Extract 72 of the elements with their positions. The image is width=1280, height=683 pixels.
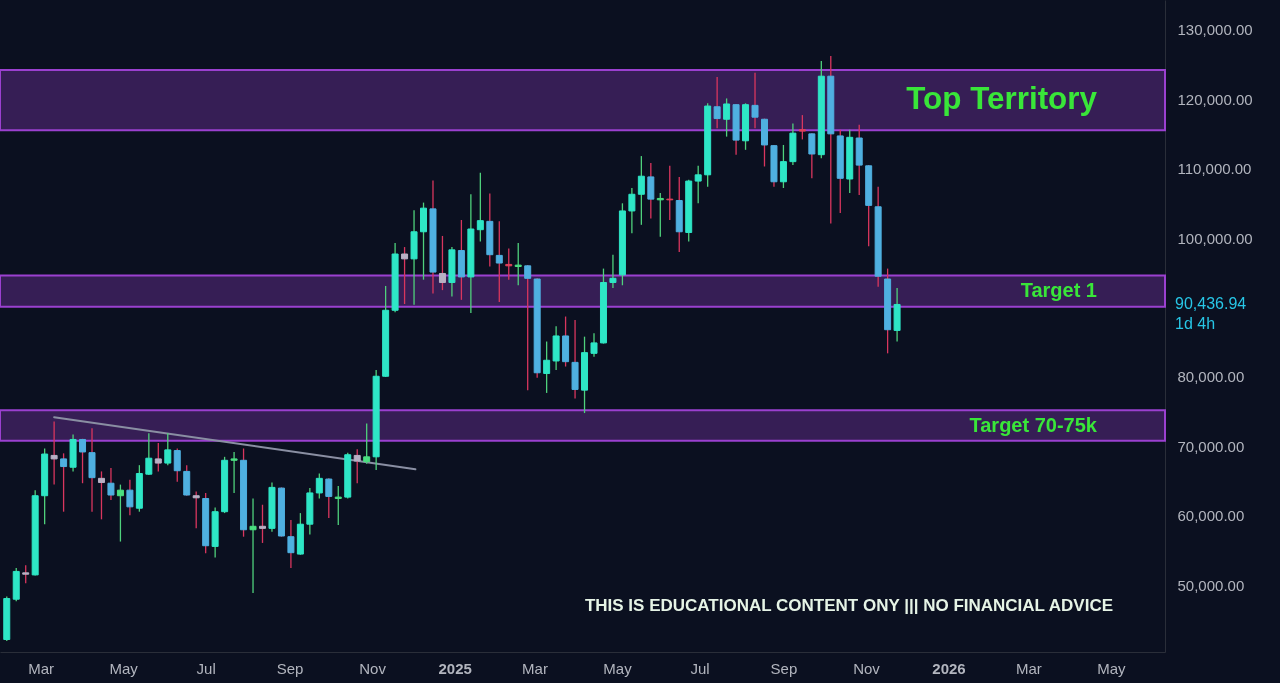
candlestick (723, 97, 731, 138)
candlestick (60, 452, 68, 513)
candlestick (713, 76, 721, 129)
candlestick (514, 242, 522, 286)
y-tick-label: 60,000.00 (1177, 507, 1245, 525)
candlestick (590, 332, 598, 358)
candlestick (164, 432, 172, 466)
candlestick (609, 254, 617, 289)
candlestick (401, 246, 409, 305)
candlestick (259, 504, 266, 544)
candlestick (107, 467, 115, 501)
candlestick (628, 187, 636, 234)
y-tick-label: 50,000.00 (1177, 576, 1245, 594)
candlestick (353, 448, 361, 484)
x-tick-label: May (603, 659, 633, 677)
candlestick (154, 442, 162, 473)
candlestick (495, 220, 503, 303)
band-label: Target 70-75k (969, 413, 1098, 436)
x-tick-label: Mar (28, 659, 55, 677)
annotation: THIS IS EDUCATIONAL CONTENT ONY ||| NO FINANCIAL ADVICE (584, 596, 1113, 615)
candlestick (79, 438, 87, 484)
candlestick (287, 519, 295, 569)
band-label: Top Territory (906, 81, 1098, 117)
candlestick (249, 497, 257, 594)
candlestick (50, 420, 58, 486)
x-tick-label: Nov (359, 659, 387, 677)
x-tick-label: Jul (196, 659, 216, 677)
candlestick (751, 72, 759, 129)
text: 90,436.94 (1175, 295, 1247, 313)
candlestick (637, 155, 645, 226)
candlestick (230, 451, 238, 494)
candlestick (420, 201, 428, 281)
candlestick (183, 464, 191, 497)
candlestick (315, 472, 323, 500)
y-tick-label: 100,000.00 (1177, 229, 1253, 247)
candlestick (666, 165, 674, 221)
candlestick (694, 165, 702, 204)
y-tick-label: 70,000.00 (1177, 437, 1245, 455)
candlestick (543, 340, 551, 394)
x-tick-label: Mar (522, 659, 548, 677)
x-tick-label: Mar (1015, 659, 1042, 677)
candlestick (334, 485, 342, 526)
x-tick-label: Sep (770, 659, 798, 677)
y-tick-label: 80,000.00 (1177, 368, 1245, 386)
x-tick-label: Sep (276, 659, 304, 677)
y-tick-label: 120,000.00 (1177, 90, 1253, 108)
candlestick (97, 470, 105, 520)
x-tick-label: Jul (690, 659, 710, 677)
x-tick-label: Nov (853, 659, 881, 677)
candlestick (173, 447, 181, 483)
candlestick (798, 114, 806, 141)
candlestick (363, 422, 371, 465)
candlestick (476, 172, 484, 243)
candlestick (808, 132, 816, 179)
candlestick (22, 564, 30, 584)
candlestick (116, 483, 124, 543)
x-tick-label: 2025 (438, 659, 472, 677)
candlestick (145, 432, 153, 476)
candlestick (779, 144, 787, 189)
candlestick (524, 264, 532, 391)
candlestick (192, 490, 200, 530)
y-tick-label: 110,000.00 (1177, 160, 1252, 178)
y-tick-label: 130,000.00 (1177, 21, 1253, 39)
candlestick (647, 162, 655, 220)
candlestick (438, 235, 446, 291)
text: 1d 4h (1175, 315, 1216, 333)
x-tick-label: May (109, 659, 139, 677)
x-tick-label: 2026 (932, 659, 966, 677)
band-label: Target 1 (1020, 279, 1097, 302)
candlestick (325, 477, 333, 519)
candlestick (126, 479, 134, 516)
x-tick-label: May (1097, 659, 1127, 677)
